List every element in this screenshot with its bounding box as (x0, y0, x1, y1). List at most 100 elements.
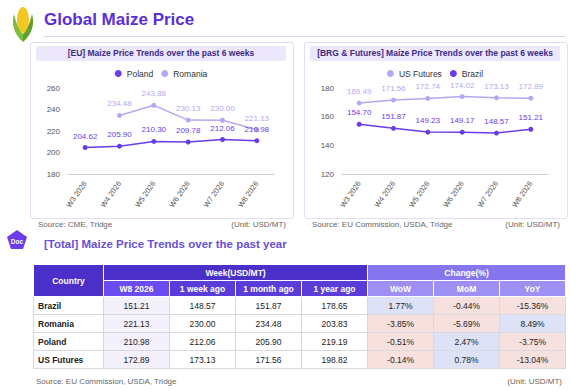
html-text:WoW: WoW (390, 283, 412, 294)
html-text:172.89: 172.89 (123, 354, 150, 365)
html-text:219.19: 219.19 (321, 336, 348, 347)
html-text:1 month ago: 1 month ago (243, 283, 294, 294)
svg-text:Romania: Romania (173, 69, 207, 79)
svg-text:W3 2026: W3 2026 (64, 179, 89, 209)
svg-text:209.78: 209.78 (176, 126, 201, 135)
html-text:(Unit: USD/MT): (Unit: USD/MT) (505, 220, 560, 229)
html-text:-13.04%: -13.04% (516, 354, 549, 365)
svg-text:120: 120 (321, 170, 335, 179)
html-text:-3.85%: -3.85% (387, 318, 414, 329)
html-text:8.49%: 8.49% (520, 318, 545, 329)
svg-text:W4 2026: W4 2026 (99, 179, 124, 209)
html-text:[EU] Maize Price Trends over t: [EU] Maize Price Trends over the past 6 … (67, 48, 255, 58)
svg-text:234.48: 234.48 (107, 99, 132, 108)
html-text:Source: CME, Tridge: Source: CME, Tridge (38, 220, 113, 229)
svg-text:151.87: 151.87 (381, 112, 406, 121)
html-text:Week(USD/MT): Week(USD/MT) (205, 267, 266, 278)
html-text:[BRG & Futures] Maize Price Tr: [BRG & Futures] Maize Price Trends over … (317, 48, 553, 58)
html-text:Romania: Romania (38, 318, 74, 329)
html-text:148.57: 148.57 (189, 300, 216, 311)
svg-text:210.30: 210.30 (142, 125, 167, 134)
svg-text:Poland: Poland (127, 69, 154, 79)
html-text:1 year ago: 1 year ago (313, 283, 356, 294)
html-text:Country: Country (52, 275, 85, 286)
svg-text:173.13: 173.13 (484, 82, 509, 91)
svg-text:W3 2026: W3 2026 (338, 179, 363, 209)
svg-text:171.56: 171.56 (381, 84, 406, 93)
svg-text:154.70: 154.70 (347, 108, 372, 117)
svg-text:US Futures: US Futures (399, 69, 442, 79)
html-text:YoY: YoY (524, 283, 541, 294)
svg-text:W7 2026: W7 2026 (476, 179, 501, 209)
svg-text:160: 160 (321, 112, 335, 121)
html-text:178.65: 178.65 (321, 300, 348, 311)
svg-text:174.02: 174.02 (450, 81, 475, 90)
svg-text:151.21: 151.21 (519, 113, 544, 122)
svg-text:Doc: Doc (11, 238, 24, 245)
html-text:1 week ago: 1 week ago (179, 283, 226, 294)
html-text:171.56: 171.56 (255, 354, 282, 365)
svg-text:149.23: 149.23 (416, 116, 441, 125)
html-text:0.78%: 0.78% (454, 354, 479, 365)
svg-text:205.90: 205.90 (107, 130, 132, 139)
html-text:Source: EU Commission, USDA, T: Source: EU Commission, USDA, Tridge (312, 220, 453, 229)
svg-text:204.62: 204.62 (73, 132, 98, 141)
svg-text:230.00: 230.00 (210, 104, 235, 113)
svg-text:140: 140 (321, 141, 335, 150)
html-text:205.90: 205.90 (255, 336, 282, 347)
html-text:-0.14%: -0.14% (387, 354, 414, 365)
html-text:151.87: 151.87 (255, 300, 282, 311)
svg-text:W7 2026: W7 2026 (202, 179, 227, 209)
html-text:MoM: MoM (456, 283, 477, 294)
svg-text:180: 180 (47, 170, 61, 179)
svg-text:169.49: 169.49 (347, 87, 372, 96)
html-text:Brazil: Brazil (38, 300, 62, 311)
svg-text:W6 2026: W6 2026 (167, 179, 192, 209)
svg-text:W4 2026: W4 2026 (373, 179, 398, 209)
svg-text:212.06: 212.06 (210, 124, 235, 133)
svg-text:W8 2026: W8 2026 (236, 179, 261, 209)
html-text:234.48: 234.48 (255, 318, 282, 329)
html-text:230.00: 230.00 (189, 318, 216, 329)
svg-text:172.89: 172.89 (519, 82, 544, 91)
html-text:W8 2026: W8 2026 (119, 283, 154, 294)
html-text:(Unit: USD/MT): (Unit: USD/MT) (231, 220, 286, 229)
html-text:198.82: 198.82 (321, 354, 348, 365)
svg-text:Brazil: Brazil (462, 69, 483, 79)
html-text:-0.51%: -0.51% (387, 336, 414, 347)
html-text:-3.75%: -3.75% (519, 336, 546, 347)
svg-text:243.88: 243.88 (142, 89, 167, 98)
svg-text:240: 240 (47, 105, 61, 114)
html-text:-0.44%: -0.44% (453, 300, 480, 311)
html-text:Change(%): Change(%) (444, 267, 489, 278)
svg-text:W8 2026: W8 2026 (510, 179, 535, 209)
svg-text:148.57: 148.57 (484, 117, 509, 126)
svg-text:W5 2026: W5 2026 (133, 179, 158, 209)
html-text:151.21: 151.21 (123, 300, 150, 311)
svg-text:200: 200 (47, 148, 61, 157)
svg-text:260: 260 (47, 84, 61, 93)
html-text:203.83: 203.83 (321, 318, 348, 329)
html-text:Global Maize Price: Global Maize Price (44, 10, 195, 29)
svg-text:W5 2026: W5 2026 (407, 179, 432, 209)
html-text:[Total] Maize Price Trends ove: [Total] Maize Price Trends over the past… (44, 238, 287, 250)
html-text:210.98: 210.98 (123, 336, 150, 347)
html-text:Poland: Poland (38, 336, 67, 347)
html-text:173.13: 173.13 (189, 354, 216, 365)
svg-text:210.98: 210.98 (245, 125, 270, 134)
html-text:221.13: 221.13 (123, 318, 150, 329)
html-text:2.47%: 2.47% (454, 336, 479, 347)
svg-text:220: 220 (47, 127, 61, 136)
svg-text:180: 180 (321, 84, 335, 93)
svg-text:149.17: 149.17 (450, 116, 475, 125)
html-text:US Futures: US Futures (38, 354, 84, 365)
html-text:1.77%: 1.77% (388, 300, 413, 311)
html-text:Source: EU Commission, USDA, T: Source: EU Commission, USDA, Tridge (36, 377, 177, 386)
svg-text:172.74: 172.74 (416, 82, 441, 91)
svg-text:221.13: 221.13 (245, 114, 270, 123)
html-text:212.06: 212.06 (189, 336, 216, 347)
svg-text:230.13: 230.13 (176, 104, 201, 113)
svg-text:W6 2026: W6 2026 (441, 179, 466, 209)
html-text:-15.36%: -15.36% (516, 300, 549, 311)
html-text:-5.69%: -5.69% (453, 318, 480, 329)
